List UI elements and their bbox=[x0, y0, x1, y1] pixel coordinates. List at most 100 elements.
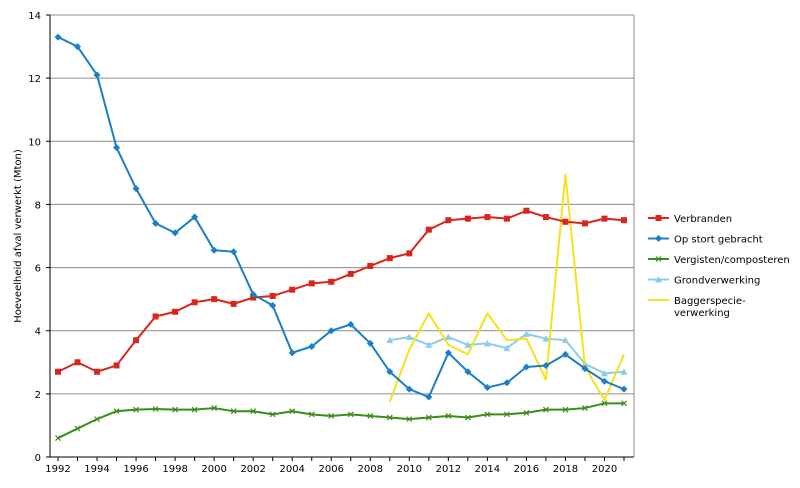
point-verbranden-1995 bbox=[113, 362, 120, 369]
legend-marker-op-stort-gebracht bbox=[655, 235, 662, 242]
point-op-stort-gebracht-1994 bbox=[93, 71, 101, 79]
point-vergisten-composteren-2003 bbox=[269, 411, 276, 418]
series-verbranden bbox=[55, 207, 627, 375]
point-verbranden-2000 bbox=[211, 296, 218, 303]
legend-label-op-stort-gebracht: Op stort gebracht bbox=[674, 235, 763, 246]
point-verbranden-1999 bbox=[191, 299, 198, 306]
point-op-stort-gebracht-2004 bbox=[288, 349, 296, 357]
point-verbranden-2001 bbox=[230, 300, 237, 307]
point-vergisten-composteren-2000 bbox=[211, 405, 218, 411]
point-verbranden-1994 bbox=[94, 368, 101, 375]
point-vergisten-composteren-2020 bbox=[601, 400, 608, 407]
point-verbranden-1992 bbox=[55, 368, 61, 375]
point-grondverwerking-2014 bbox=[483, 339, 491, 347]
x-tick-label-2000: 2000 bbox=[201, 464, 226, 475]
point-verbranden-2003 bbox=[269, 292, 276, 299]
x-tick-label-2004: 2004 bbox=[279, 464, 304, 475]
point-op-stort-gebracht-2005 bbox=[308, 343, 316, 350]
legend-label-vergisten-composteren: Vergisten/composteren bbox=[674, 255, 790, 266]
x-tick-label-2008: 2008 bbox=[358, 464, 383, 475]
legend-label-baggerspecie-verwerking-line2: verwerking bbox=[674, 308, 730, 319]
point-op-stort-gebracht-2009 bbox=[386, 368, 394, 376]
point-op-stort-gebracht-2001 bbox=[230, 248, 238, 256]
point-verbranden-2012 bbox=[445, 217, 452, 224]
point-grondverwerking-2010 bbox=[405, 333, 413, 341]
point-op-stort-gebracht-2008 bbox=[366, 339, 374, 347]
point-vergisten-composteren-2013 bbox=[464, 414, 471, 421]
y-tick-label-4: 4 bbox=[35, 327, 41, 338]
point-op-stort-gebracht-2003 bbox=[269, 301, 277, 309]
point-vergisten-composteren-2005 bbox=[308, 411, 315, 418]
point-vergisten-composteren-1996 bbox=[133, 406, 139, 413]
x-tick-label-1992: 1992 bbox=[45, 464, 70, 475]
point-vergisten-composteren-2010 bbox=[406, 416, 413, 423]
point-verbranden-2016 bbox=[523, 207, 530, 214]
point-vergisten-composteren-1993 bbox=[74, 425, 81, 432]
point-vergisten-composteren-2018 bbox=[562, 406, 569, 413]
legend-marker-verbranden bbox=[655, 215, 662, 221]
point-vergisten-composteren-2008 bbox=[367, 413, 374, 419]
point-op-stort-gebracht-2020 bbox=[600, 377, 608, 385]
legend-marker-vergisten-composteren bbox=[655, 256, 662, 262]
point-op-stort-gebracht-2018 bbox=[561, 350, 569, 358]
point-grondverwerking-2012 bbox=[444, 333, 452, 341]
point-verbranden-2018 bbox=[562, 218, 569, 225]
point-vergisten-composteren-2001 bbox=[230, 408, 237, 415]
point-verbranden-2008 bbox=[367, 262, 374, 269]
point-vergisten-composteren-2021 bbox=[621, 400, 627, 407]
point-op-stort-gebracht-1992 bbox=[54, 33, 62, 41]
y-tick-label-12: 12 bbox=[28, 74, 41, 85]
x-tick-labels: 1992 1994 1996 1998 2000 2002 2004 2006 2008 2010… bbox=[45, 464, 617, 475]
x-tick-label-2010: 2010 bbox=[397, 464, 422, 475]
point-op-stort-gebracht-2002 bbox=[249, 290, 257, 298]
point-vergisten-composteren-2004 bbox=[289, 408, 296, 415]
point-grondverwerking-2015 bbox=[503, 344, 511, 352]
point-op-stort-gebracht-2016 bbox=[522, 363, 530, 371]
legend-label-verbranden: Verbranden bbox=[674, 214, 732, 225]
x-tick-label-2020: 2020 bbox=[592, 464, 617, 475]
legend-marker-grondverwerking bbox=[655, 276, 662, 283]
point-vergisten-composteren-2017 bbox=[543, 406, 549, 413]
point-verbranden-2005 bbox=[308, 280, 315, 287]
point-verbranden-1993 bbox=[74, 359, 81, 366]
x-tick-label-2016: 2016 bbox=[514, 464, 539, 475]
point-op-stort-gebracht-1996 bbox=[132, 185, 140, 193]
point-op-stort-gebracht-1997 bbox=[152, 219, 160, 227]
legend-item-verbranden: Verbranden bbox=[648, 214, 732, 225]
x-tick-label-2018: 2018 bbox=[553, 464, 578, 475]
point-vergisten-composteren-1998 bbox=[172, 406, 179, 413]
series-group bbox=[54, 33, 628, 441]
y-tick-label-6: 6 bbox=[35, 264, 41, 275]
point-verbranden-2007 bbox=[347, 270, 354, 277]
series-vergisten-composteren bbox=[55, 400, 627, 441]
point-vergisten-composteren-2011 bbox=[425, 414, 432, 421]
point-vergisten-composteren-1994 bbox=[94, 416, 100, 423]
y-tick-label-10: 10 bbox=[28, 137, 41, 148]
point-op-stort-gebracht-1998 bbox=[171, 229, 179, 237]
x-tick-label-1998: 1998 bbox=[162, 464, 187, 475]
y-tick-label-8: 8 bbox=[35, 200, 41, 211]
point-op-stort-gebracht-1995 bbox=[113, 144, 121, 152]
point-vergisten-composteren-2016 bbox=[523, 409, 530, 416]
point-verbranden-2021 bbox=[621, 217, 627, 224]
x-tick-label-1994: 1994 bbox=[84, 464, 109, 475]
legend-label-grondverwerking: Grondverwerking bbox=[674, 276, 760, 287]
legend: Verbranden Op stort gebracht Vergisten/com… bbox=[648, 214, 790, 319]
point-op-stort-gebracht-2019 bbox=[581, 365, 589, 373]
point-verbranden-1997 bbox=[152, 313, 159, 320]
point-grondverwerking-2020 bbox=[600, 369, 608, 377]
point-op-stort-gebracht-2007 bbox=[347, 320, 355, 328]
point-vergisten-composteren-2007 bbox=[347, 411, 354, 418]
point-op-stort-gebracht-2017 bbox=[542, 361, 550, 369]
series-line-vergisten-composteren bbox=[57, 402, 624, 439]
point-verbranden-2014 bbox=[484, 214, 491, 221]
point-verbranden-2015 bbox=[503, 215, 510, 222]
point-verbranden-2017 bbox=[542, 214, 549, 221]
point-grondverwerking-2017 bbox=[542, 335, 550, 342]
point-vergisten-composteren-2002 bbox=[250, 408, 257, 415]
legend-item-grondverwerking: Grondverwerking bbox=[648, 276, 760, 287]
point-verbranden-2013 bbox=[464, 215, 471, 222]
point-verbranden-2020 bbox=[601, 215, 608, 222]
y-tick-label-14: 14 bbox=[28, 11, 41, 22]
